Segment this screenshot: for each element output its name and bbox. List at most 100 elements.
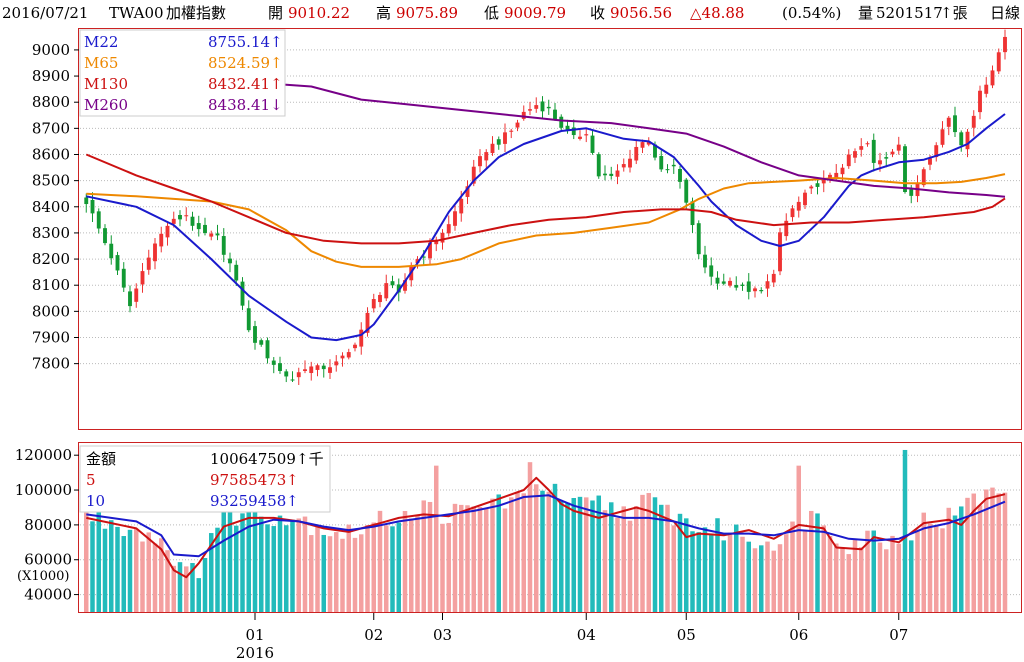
candlestick [890, 148, 895, 158]
volume-bar [315, 527, 320, 612]
volume-bar [165, 550, 170, 612]
volume-moving-averages [86, 476, 1006, 579]
candle-body [465, 186, 470, 197]
volume-bar [977, 505, 983, 612]
volume-bar [459, 504, 464, 612]
x-axis-month-label: 07 [889, 626, 908, 644]
volume-bar [159, 538, 164, 612]
header-volume: 5201517 [876, 4, 943, 22]
candle-body [515, 122, 520, 128]
candle-body [946, 117, 951, 127]
legend-m130-arrow: ↑ [270, 75, 283, 93]
candle-body [590, 135, 595, 153]
candlestick [815, 177, 820, 195]
candle-body [778, 232, 782, 272]
candle-body [984, 84, 989, 94]
x-axis-month-label: 04 [577, 626, 596, 644]
volume-bar [346, 524, 351, 612]
volume-bar [965, 497, 970, 612]
candle-body [365, 312, 370, 333]
candle-body [759, 290, 764, 292]
volume-bar [271, 526, 276, 612]
candlestick [634, 139, 639, 165]
volume-bar [671, 525, 676, 612]
candle-body [271, 360, 276, 365]
candlestick [553, 102, 557, 121]
candle-body [165, 225, 170, 238]
candle-body [740, 284, 745, 286]
candle-body [146, 257, 151, 270]
candle-body [490, 143, 495, 154]
candlestick [615, 164, 620, 185]
candle-body [665, 169, 670, 171]
candle-body [396, 284, 401, 293]
candle-body [434, 239, 439, 245]
candle-body [359, 329, 364, 347]
candlestick [434, 236, 439, 252]
candlestick [721, 273, 726, 286]
candle-body [603, 173, 607, 176]
legend-m130-name: M130 [84, 75, 128, 93]
volume-legend-ma5-value: 97585473 [210, 471, 286, 489]
candlestick [684, 177, 689, 209]
header-volume-label: 量 [858, 4, 873, 22]
volume-bar [371, 522, 376, 612]
legend-m260-arrow: ↓ [270, 96, 283, 114]
candlestick [896, 136, 901, 155]
candlestick [921, 167, 926, 188]
candlestick [115, 251, 120, 276]
volume-bar [752, 548, 758, 612]
volume-bar [852, 538, 858, 612]
candlestick [265, 337, 270, 364]
volume-bar [621, 506, 626, 612]
candlestick [353, 342, 357, 352]
candlestick [340, 352, 345, 367]
candle-body [703, 254, 707, 268]
candle-body [328, 367, 332, 373]
volume-bar [659, 504, 664, 612]
candlestick [328, 359, 332, 380]
volume-bar [834, 543, 839, 612]
candle-body [940, 129, 945, 145]
candle-body [571, 127, 576, 136]
volume-bar [265, 524, 270, 612]
candle-body [884, 157, 889, 159]
volume-legend-ma10-name: 10 [86, 492, 105, 510]
price-y-tick-label: 9000 [32, 41, 70, 59]
volume-bar [759, 545, 764, 612]
legend-m130-value: 8432.41 [208, 75, 270, 93]
x-axis-month-label: 01 [245, 626, 264, 644]
candle-body [596, 154, 601, 177]
candle-body [996, 52, 1001, 72]
candle-body [846, 154, 851, 167]
volume-bar [677, 513, 683, 612]
candlestick [528, 101, 532, 116]
candlestick [390, 275, 395, 289]
candle-body [521, 111, 526, 119]
volume-bar [652, 497, 658, 612]
header-low-label: 低 [484, 4, 499, 22]
candle-body [690, 201, 695, 226]
volume-bar [590, 500, 595, 612]
candlestick [596, 152, 601, 179]
candle-body [709, 265, 714, 277]
candlestick [665, 164, 670, 174]
candlestick [465, 180, 470, 204]
candlestick [221, 228, 226, 263]
price-y-tick-label: 8600 [32, 145, 70, 163]
candlestick [740, 282, 745, 291]
volume-bar [284, 525, 289, 612]
candle-body [890, 151, 895, 155]
candle-body [634, 146, 639, 161]
candle-body [834, 172, 839, 179]
candlestick [903, 143, 907, 194]
volume-bar [746, 541, 751, 612]
candlestick [853, 148, 857, 163]
volume-bar [890, 535, 895, 612]
volume-bar [771, 550, 776, 612]
candlestick [734, 276, 739, 291]
volume-bar [190, 563, 195, 612]
candlestick [521, 105, 526, 121]
candle-body [640, 142, 645, 148]
price-legend: M22 8755.14 ↑ M65 8524.59 ↑ M130 8432.41… [79, 29, 286, 117]
